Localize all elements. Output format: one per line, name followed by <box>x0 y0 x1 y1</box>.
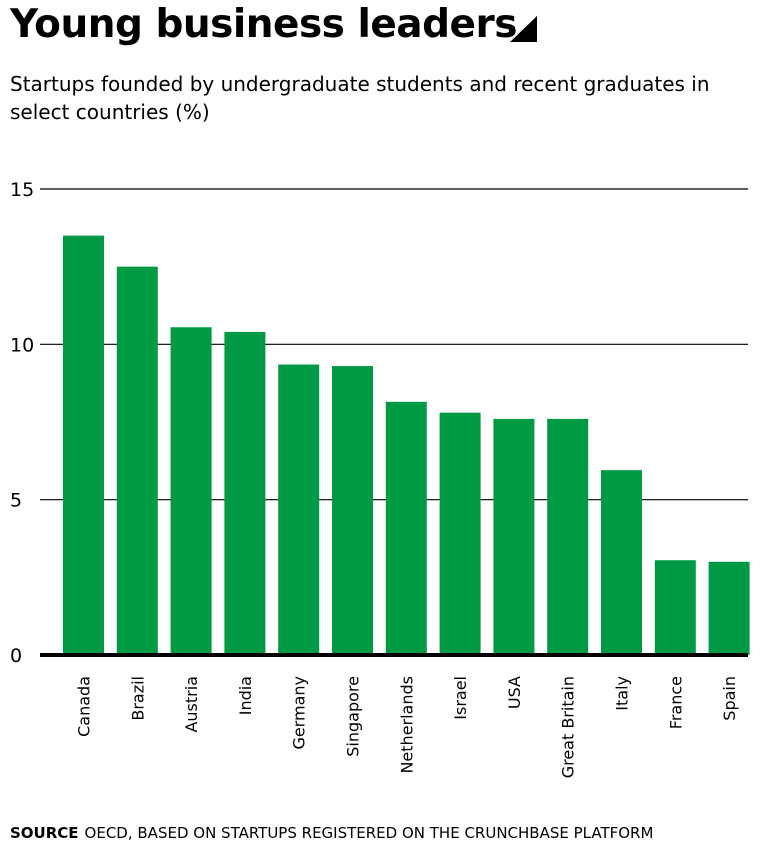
y-tick-label: 15 <box>10 179 34 201</box>
x-tick-label: India <box>236 676 255 715</box>
x-tick-label: France <box>666 676 685 729</box>
x-tick-label: Italy <box>613 676 632 711</box>
bars <box>40 235 750 657</box>
bar <box>547 418 589 655</box>
bar <box>278 364 320 655</box>
bar <box>170 327 212 655</box>
source-label: SOURCE <box>10 824 79 842</box>
bar <box>493 418 535 655</box>
bar <box>224 331 266 655</box>
y-tick-label: 5 <box>10 490 22 512</box>
x-tick-label: USA <box>505 676 524 709</box>
source-note: SOURCE OECD, BASED ON STARTUPS REGISTERED… <box>10 824 653 842</box>
bar <box>332 366 373 655</box>
x-tick-label: Canada <box>75 676 94 737</box>
x-tick-label: Germany <box>290 676 309 750</box>
bar <box>654 560 696 655</box>
chart-title: Young business leaders <box>10 2 517 47</box>
triangle-marker-icon <box>510 16 537 42</box>
x-tick-label: Austria <box>182 676 201 733</box>
category-labels: Canada Brazil Austria India Germany Singapore… <box>75 676 740 778</box>
bar <box>385 401 427 655</box>
x-tick-label: Singapore <box>344 676 363 757</box>
chart-subtitle: Startups founded by undergraduate studen… <box>10 72 710 124</box>
x-tick-label: Great Britain <box>559 676 578 778</box>
x-tick-label: Israel <box>451 676 470 720</box>
bar <box>439 412 481 655</box>
bar <box>601 470 642 655</box>
x-tick-label: Spain <box>720 676 739 721</box>
bar <box>63 235 104 655</box>
x-tick-label: Brazil <box>128 676 147 721</box>
y-tick-label: 0 <box>10 645 22 667</box>
bar <box>116 266 158 655</box>
x-tick-label: Netherlands <box>397 676 416 774</box>
bar-chart: 0 5 10 15 Canada Brazil Austria India Germany Si… <box>10 179 750 778</box>
y-tick-label: 10 <box>10 334 34 356</box>
bar <box>708 561 750 655</box>
source-text: OECD, BASED ON STARTUPS REGISTERED ON TH… <box>84 824 654 842</box>
